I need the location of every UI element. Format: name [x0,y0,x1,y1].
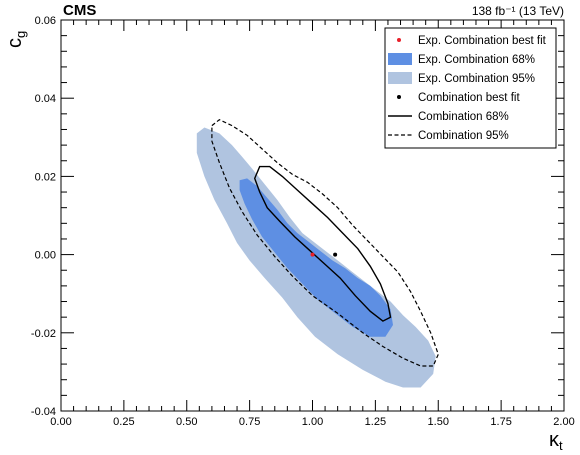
y-tick-label: 0.04 [35,93,56,105]
x-tick-label: 0.00 [50,416,71,428]
y-tick-label: 0.02 [35,171,56,183]
legend-box [384,27,557,149]
experiment-label: CMS [63,2,96,19]
x-tick-label: 0.50 [176,416,197,428]
x-tick-label: 1.00 [302,416,323,428]
axis-ticks: 0.00 0.25 0.50 0.75 1.00 1.25 1.50 1.75 2.00 -0.0… [31,15,575,428]
legend-label: Combination best fit [418,92,520,104]
legend-label: Exp. Combination 95% [418,73,535,85]
y-axis-label: cg [4,31,28,48]
legend-marker-dot [397,38,401,42]
x-tick-label: 1.25 [365,416,386,428]
x-tick-label: 0.25 [113,416,134,428]
x-tick-label: 2.00 [553,416,574,428]
y-tick-label: 0.06 [35,15,56,27]
legend-label: Combination 95% [418,130,509,142]
exp-best-fit-point [310,252,315,257]
legend-marker-dot [397,95,401,99]
x-tick-label: 0.75 [239,416,260,428]
legend-label: Exp. Combination best fit [418,35,547,47]
legend-marker-box [388,72,412,84]
obs-best-fit-point [333,252,338,257]
y-tick-label: -0.04 [31,406,56,418]
y-tick-label: -0.02 [31,328,56,340]
contour-regions [196,118,439,388]
exp-68-region [239,178,393,337]
x-tick-label: 1.75 [490,416,511,428]
legend-label: Exp. Combination 68% [418,54,535,66]
obs-68-contour [253,165,392,322]
legend: Exp. Combination best fit Exp. Combinatio… [384,27,557,149]
obs-95-contour [211,118,439,367]
x-axis-label: κt [549,429,563,453]
x-tick-label: 1.50 [428,416,449,428]
y-tick-label: 0.00 [35,250,56,262]
luminosity-label: 138 fb⁻¹ (13 TeV) [472,4,564,18]
legend-label: Combination 68% [418,111,509,123]
legend-marker-box [388,53,412,65]
